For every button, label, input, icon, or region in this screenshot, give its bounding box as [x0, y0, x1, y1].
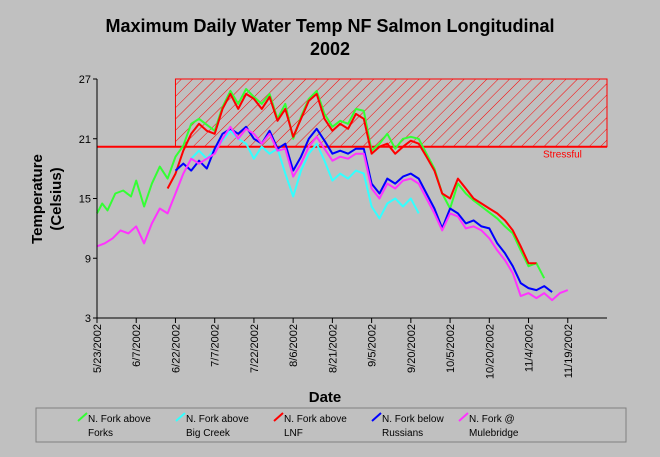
x-ticks: 5/23/2002 6/7/2002 6/22/2002 7/7/2002 7/22/2…	[92, 318, 575, 379]
legend-swatch	[458, 412, 469, 422]
x-tick-label: 9/5/2002	[367, 324, 379, 367]
x-tick-label: 9/20/2002	[406, 324, 418, 373]
series-line-5	[96, 125, 569, 302]
series-line-3	[166, 92, 537, 265]
x-tick-label: 8/6/2002	[288, 324, 300, 367]
x-tick-label: 7/22/2002	[249, 324, 261, 373]
legend-label-line2: Russians	[382, 428, 423, 439]
legend-label-line1: N. Fork above	[284, 414, 347, 425]
chart-title: Maximum Daily Water Temp NF Salmon Longi…	[105, 16, 554, 36]
chart-subtitle: 2002	[310, 39, 350, 59]
y-tick-label: 15	[79, 194, 91, 206]
y-tick-label: 9	[85, 253, 91, 265]
legend-swatch	[175, 412, 186, 422]
y-tick-label: 21	[79, 134, 91, 146]
legend-label-line1: N. Fork @	[469, 414, 515, 425]
legend-label-line1: N. Fork below	[382, 414, 444, 425]
legend-label-line2: Big Creek	[186, 428, 231, 439]
x-tick-label: 6/7/2002	[131, 324, 143, 367]
x-tick-label: 6/22/2002	[170, 324, 182, 373]
legend-label-line2: Mulebridge	[469, 428, 519, 439]
series-line-2	[190, 129, 420, 220]
y-axis-title-line1: Temperature	[29, 154, 46, 244]
legend-swatch	[77, 412, 88, 422]
legend-swatch	[371, 412, 382, 422]
x-tick-label: 8/21/2002	[327, 324, 339, 373]
legend-label-line2: Forks	[88, 428, 113, 439]
legend-label-line2: LNF	[284, 428, 303, 439]
x-tick-label: 11/4/2002	[524, 324, 536, 372]
legend-label-line1: N. Fork above	[186, 414, 249, 425]
legend-box	[35, 407, 627, 443]
series-line-4	[174, 125, 553, 293]
legend: N. Fork above Forks N. Fork above Big Creek…	[77, 412, 519, 439]
x-axis-title: Date	[309, 389, 342, 406]
legend-label-line1: N. Fork above	[88, 414, 151, 425]
x-tick-label: 11/19/2002	[563, 324, 575, 378]
y-tick-label: 27	[79, 74, 91, 86]
legend-swatch	[273, 412, 284, 422]
x-tick-label: 10/20/2002	[484, 324, 496, 379]
y-tick-label: 3	[85, 313, 91, 325]
x-tick-label: 5/23/2002	[92, 324, 104, 373]
series-layer	[96, 88, 569, 302]
y-ticks: 3 9 15 21 27	[79, 74, 97, 325]
x-tick-label: 7/7/2002	[210, 324, 222, 367]
stressful-label: Stressful	[543, 150, 582, 161]
y-axis-title-line2: (Celsius)	[48, 167, 65, 230]
x-tick-label: 10/5/2002	[445, 324, 457, 373]
series-line-1	[96, 88, 546, 279]
